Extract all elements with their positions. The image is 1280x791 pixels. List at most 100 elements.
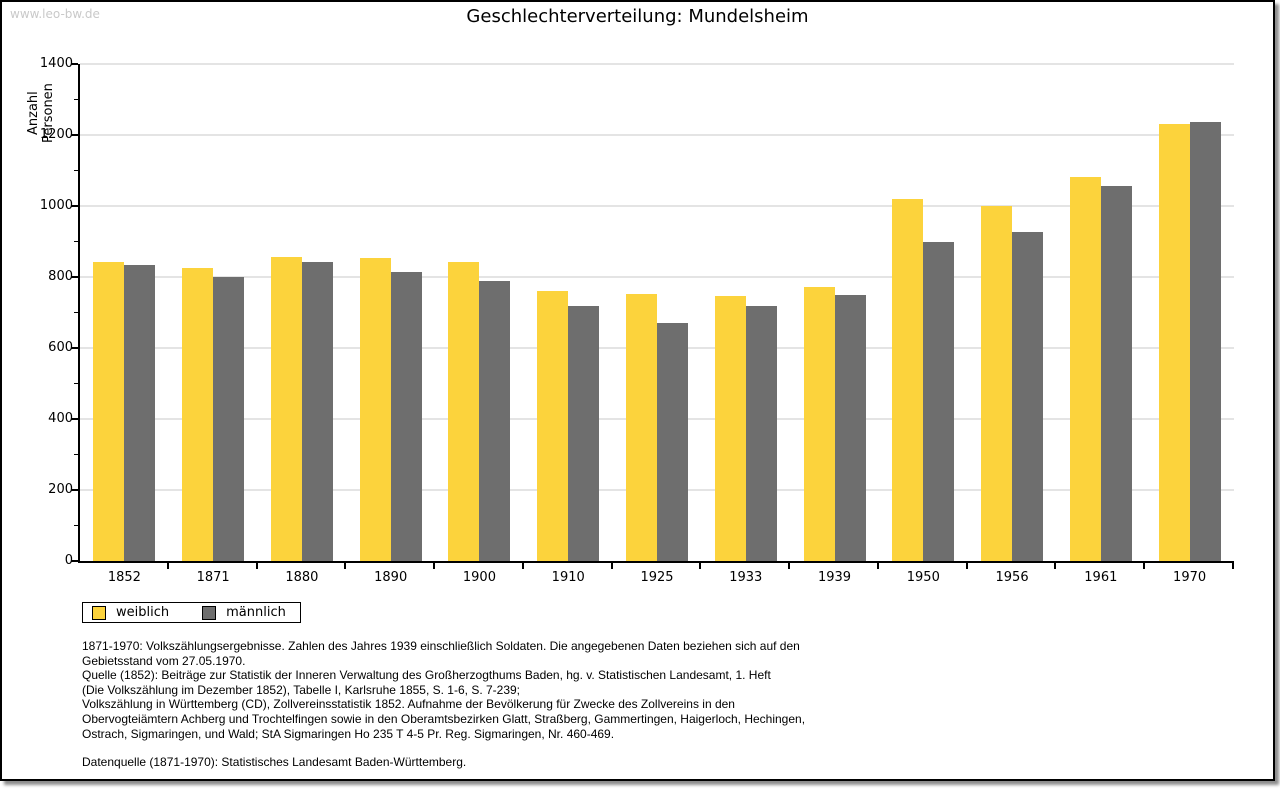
bar-weiblich-1890 [359,258,391,561]
bar-männlich-1950 [923,241,955,561]
bar-group-1933 [701,64,790,561]
y-minor-tick-900 [74,240,78,242]
y-tick-800 [71,276,78,278]
footnote-line: Volkszählung in Württemberg (CD), Zollve… [82,697,735,712]
x-label-1910: 1910 [551,570,585,585]
x-tick-6 [610,563,613,569]
y-minor-tick-100 [74,524,78,526]
x-label-1956: 1956 [995,570,1029,585]
footnote-line: Ostrach, Sigmaringen, und Wald; StA Sigm… [82,726,615,741]
bar-group-1910 [524,64,613,561]
bar-männlich-1871 [213,277,245,561]
bar-weiblich-1950 [892,199,924,561]
y-tick-400 [71,418,78,420]
y-tick-label-1400: 1400 [39,56,73,71]
footnote-line: Quelle (1852): Beiträge zur Statistik de… [82,668,771,683]
x-tick-10 [965,563,968,569]
x-tick-13 [1232,563,1234,569]
bar-männlich-1939 [834,295,866,561]
bar-männlich-1880 [301,262,333,561]
legend-label-weiblich: weiblich [116,605,170,620]
legend-label-maennlich: männlich [226,605,286,620]
legend-swatch-weiblich [92,605,106,620]
watermark: www.leo-bw.de [10,7,100,21]
legend-swatch-maennlich [202,605,217,620]
x-tick-2 [255,563,258,569]
x-label-1852: 1852 [107,570,141,585]
bar-group-1880 [258,64,347,561]
x-label-1890: 1890 [374,570,408,585]
y-minor-tick-700 [74,311,78,313]
x-tick-1 [166,563,169,569]
bar-weiblich-1956 [981,206,1013,561]
y-axis-line [78,64,80,563]
x-label-1970: 1970 [1173,570,1207,585]
bar-männlich-1961 [1100,186,1132,561]
y-tick-600 [71,347,78,349]
x-tick-12 [1143,563,1146,569]
bar-männlich-1933 [745,305,777,561]
bar-männlich-1900 [479,280,511,561]
datasource-line: Datenquelle (1871-1970): Statistisches L… [82,755,467,770]
y-tick-label-200: 200 [48,482,73,497]
x-axis-line [78,561,1234,563]
y-tick-1400 [71,63,78,65]
bar-weiblich-1880 [270,257,302,561]
bar-männlich-1925 [656,322,688,561]
bar-weiblich-1970 [1158,124,1190,561]
gridline-1000 [80,205,1234,207]
bar-group-1925 [613,64,702,561]
y-axis-label: Anzahl Personen [26,83,56,143]
y-tick-label-400: 400 [48,411,73,426]
x-tick-8 [788,563,791,569]
bar-männlich-1890 [390,271,422,561]
bar-group-1852 [80,64,169,561]
x-label-1925: 1925 [640,570,674,585]
bar-männlich-1910 [568,306,600,561]
bar-weiblich-1910 [537,290,569,561]
chart-title: Geschlechterverteilung: Mundelsheim [466,6,809,27]
bar-group-1900 [435,64,524,561]
y-tick-0 [71,560,78,562]
bar-männlich-1956 [1012,231,1044,561]
y-tick-label-1000: 1000 [39,198,73,213]
y-minor-tick-1300 [74,98,78,100]
y-tick-label-0: 0 [64,553,73,568]
y-minor-tick-1100 [74,169,78,171]
bar-weiblich-1852 [93,262,125,561]
y-minor-tick-300 [74,453,78,455]
bar-group-1956 [968,64,1057,561]
gridline-800 [80,276,1234,278]
footnotes: 1871-1970: Volkszählungsergebnisse. Zahl… [82,639,805,770]
bar-group-1950 [879,64,968,561]
footnote-line: 1871-1970: Volkszählungsergebnisse. Zahl… [82,639,800,653]
y-minor-tick-500 [74,382,78,384]
bar-group-1939 [790,64,879,561]
y-tick-200 [71,489,78,491]
x-tick-9 [876,563,879,569]
gridline-1400 [80,63,1234,65]
x-label-1961: 1961 [1084,570,1118,585]
y-tick-1000 [71,205,78,207]
bar-group-1871 [169,64,258,561]
x-label-1933: 1933 [729,570,763,585]
x-tick-7 [699,563,702,569]
y-tick-label-1200: 1200 [39,127,73,142]
x-label-1950: 1950 [906,570,940,585]
footnote-line: Obervogteiämtern Achberg und Trochtelfin… [82,711,806,726]
plot-area: 0 200 400 600 800 1000 1200 1400 1852 1871 1880 189… [40,57,1234,585]
x-tick-4 [433,563,436,569]
x-tick-3 [344,563,347,569]
bar-weiblich-1900 [448,262,480,561]
bar-männlich-1852 [124,264,156,561]
bar-weiblich-1871 [182,268,214,561]
x-tick-11 [1054,563,1057,569]
bar-weiblich-1939 [803,287,835,561]
bar-group-1970 [1145,64,1234,561]
y-tick-1200 [71,134,78,136]
x-tick-5 [521,563,524,569]
x-label-1939: 1939 [817,570,852,585]
x-label-1900: 1900 [462,570,496,585]
bar-group-1961 [1056,64,1145,561]
